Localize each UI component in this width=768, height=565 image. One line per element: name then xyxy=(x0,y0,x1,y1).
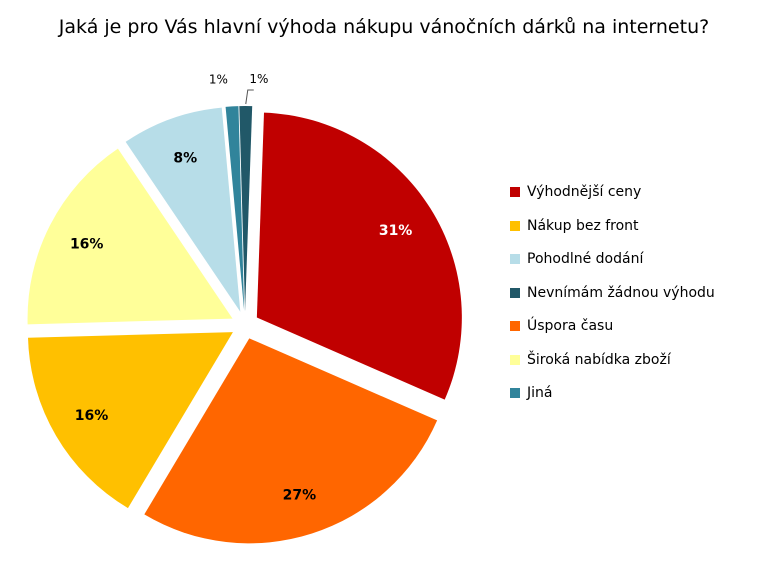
legend-label: Úspora času xyxy=(527,318,614,334)
pie-slice-4 xyxy=(27,148,233,325)
legend-swatch xyxy=(510,388,520,398)
data-label-5: 8% xyxy=(173,150,197,166)
legend-swatch xyxy=(510,187,520,197)
legend-item: Jiná xyxy=(510,384,715,418)
legend-swatch xyxy=(510,287,520,298)
legend-item: Pohodlné dodání xyxy=(510,250,715,284)
legend-item: Nákup bez front xyxy=(510,217,715,251)
pie-slice-1 xyxy=(256,112,462,400)
legend-item: Široká nabídka zboží xyxy=(510,351,715,385)
legend-label: Jiná xyxy=(527,385,553,401)
data-label-1: 31% xyxy=(379,223,413,239)
pie-slice-6 xyxy=(225,106,245,312)
pie-slice-2 xyxy=(144,338,438,544)
legend: Výhodnější ceny Nákup bez front Pohodlné d… xyxy=(510,183,715,418)
data-label-2: 27% xyxy=(283,488,317,504)
legend-item: Nevnímám žádnou výhodu xyxy=(510,284,715,318)
pie-slice-3 xyxy=(28,332,233,509)
data-label-4: 16% xyxy=(70,237,104,253)
legend-label: Nevnímám žádnou výhodu xyxy=(527,284,715,301)
legend-label: Výhodnější ceny xyxy=(527,184,642,200)
data-label-6: 1% xyxy=(209,72,228,86)
data-label-7: 1% xyxy=(249,72,268,86)
leader-line xyxy=(245,89,254,105)
legend-swatch xyxy=(510,321,520,331)
legend-swatch xyxy=(510,220,520,231)
pie-slice-5 xyxy=(125,107,241,312)
legend-swatch xyxy=(510,354,520,365)
chart-title: Jaká je pro Vás hlavní výhoda nákupu ván… xyxy=(58,16,710,38)
legend-item: Výhodnější ceny xyxy=(510,183,715,217)
pie-slice-7 xyxy=(239,106,253,312)
legend-label: Nákup bez front xyxy=(527,217,639,234)
legend-label: Široká nabídka zboží xyxy=(527,351,671,368)
data-label-3: 16% xyxy=(75,408,109,424)
legend-label: Pohodlné dodání xyxy=(527,251,644,267)
legend-swatch xyxy=(510,254,520,264)
legend-item: Úspora času xyxy=(510,317,715,351)
